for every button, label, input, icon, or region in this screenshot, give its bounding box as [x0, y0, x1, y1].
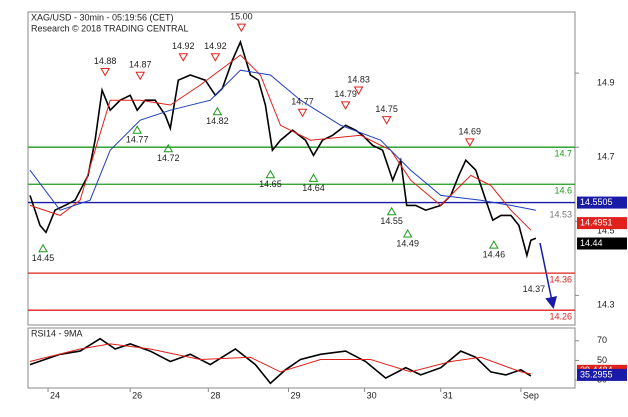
peak-label: 14.92: [204, 41, 227, 51]
trough-label: 14.49: [396, 238, 419, 248]
rsi-title: RSI14 - 9MA: [31, 328, 83, 338]
y-tick-label: 70: [597, 335, 607, 345]
peak-marker: [210, 53, 221, 62]
series-line: [29, 54, 532, 231]
trough-marker: [265, 169, 276, 179]
peak-marker: [381, 116, 392, 125]
trough-label: 14.65: [259, 179, 282, 189]
price-tag-box: [577, 217, 627, 230]
peak-label: 14.83: [347, 74, 370, 84]
rsi-frame: [27, 327, 576, 389]
peak-label: 15.00: [230, 11, 253, 21]
trough-marker: [38, 243, 48, 253]
peak-label: 14.79: [334, 89, 357, 99]
level-label: 14.6: [554, 186, 572, 196]
x-tick-label: 30: [367, 390, 377, 400]
peak-marker: [340, 101, 351, 110]
price-tag-label: 14.44: [580, 238, 603, 248]
price-tag-label: 14.4951: [580, 217, 613, 227]
trough-marker: [163, 143, 174, 153]
y-tick-label: 14.5: [597, 226, 615, 236]
trough-label: 14.45: [32, 253, 55, 263]
projection-arrow: [539, 242, 558, 309]
peak-label: 14.87: [129, 60, 152, 70]
trough-label: 14.72: [157, 153, 180, 163]
trough-label: 14.82: [206, 116, 229, 126]
series-line: [29, 337, 532, 385]
level-box: [577, 196, 627, 209]
y-tick-label: 14.3: [597, 300, 615, 310]
y-tick-label: 14.9: [597, 77, 615, 87]
trough-marker: [132, 125, 143, 134]
peak-marker: [464, 138, 475, 147]
trough-marker: [488, 240, 499, 249]
peak-marker: [353, 86, 364, 96]
peak-label: 14.69: [459, 126, 482, 136]
trough-label: 14.55: [380, 216, 403, 226]
peak-label: 14.75: [375, 104, 398, 114]
chart-title: XAG/USD - 30min - 05:19:56 (CET): [31, 12, 174, 22]
price-tag-box: [577, 368, 627, 381]
x-tick-label: 31: [443, 390, 453, 400]
level-label: 14.7: [554, 149, 572, 159]
trough-label: 14.64: [302, 183, 325, 193]
trough-marker: [212, 106, 223, 116]
peak-label: 14.88: [94, 56, 117, 66]
x-tick-label: 28: [210, 390, 220, 400]
peak-marker: [100, 68, 111, 77]
peak-marker: [135, 71, 146, 81]
x-tick-label: 26: [132, 390, 142, 400]
level-label: 14.26: [549, 312, 572, 322]
trough-label: 14.46: [483, 249, 506, 259]
peak-marker: [178, 53, 189, 62]
level-label: 14.36: [549, 275, 572, 285]
peak-label: 14.77: [291, 97, 314, 107]
peak-marker: [297, 108, 308, 118]
x-tick-label: 24: [50, 390, 60, 400]
y-tick-label: 50: [597, 355, 607, 365]
target-label: 14.37: [523, 284, 546, 294]
y-tick-label: 14.7: [597, 152, 615, 162]
series-line: [29, 39, 537, 259]
price-tag-label: 35.2955: [580, 369, 613, 379]
x-tick-label: 29: [290, 390, 300, 400]
trough-marker: [308, 173, 319, 182]
trough-marker: [402, 228, 413, 238]
peak-marker: [236, 23, 247, 33]
series-line: [29, 343, 531, 375]
price-tag-box: [577, 237, 627, 250]
x-tick-label: Sep: [523, 390, 539, 400]
peak-label: 14.92: [172, 41, 195, 51]
series-line: [29, 69, 536, 211]
chart-subtitle: Research © 2018 TRADING CENTRAL: [31, 23, 189, 33]
price-tag-label: 14.53: [549, 210, 572, 220]
price-frame: [27, 11, 576, 326]
trough-marker: [386, 206, 397, 216]
trough-label: 14.77: [126, 135, 149, 145]
level-label: 14.5505: [580, 197, 613, 207]
